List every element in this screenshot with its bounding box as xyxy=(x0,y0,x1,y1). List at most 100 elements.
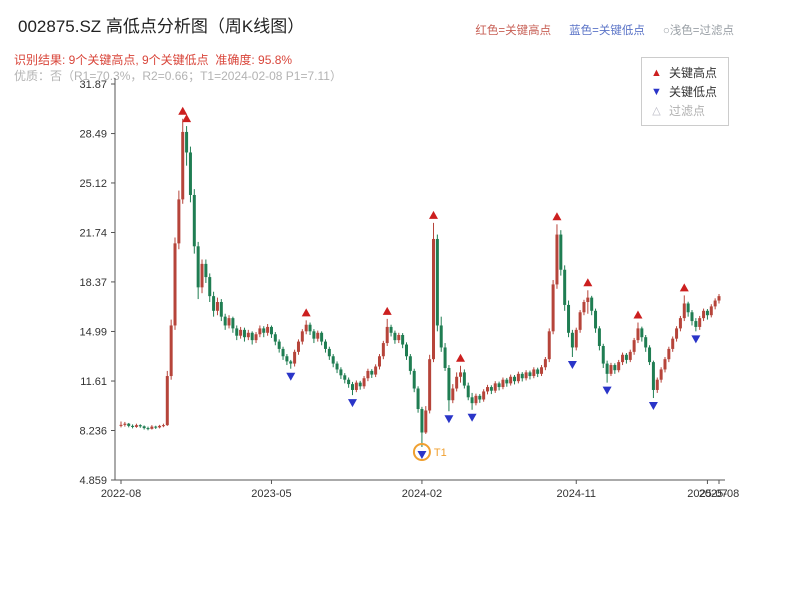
candle-body xyxy=(343,375,347,380)
candle-body xyxy=(404,344,408,357)
candle-body xyxy=(559,234,563,270)
candle-body xyxy=(570,332,574,348)
candle-body xyxy=(632,340,636,352)
candle-body xyxy=(432,238,436,360)
candle-body xyxy=(370,370,374,375)
legend-item-label: 关键低点 xyxy=(669,85,718,99)
candle-body xyxy=(239,329,243,336)
candle-body xyxy=(320,332,324,342)
candle-body xyxy=(497,383,501,388)
candle-body xyxy=(655,379,659,390)
candle-body xyxy=(242,329,246,338)
candle-body xyxy=(594,310,598,329)
candle-body xyxy=(150,426,154,429)
candle-body xyxy=(648,347,652,363)
y-tick-label: 25.12 xyxy=(79,178,107,190)
candle-body xyxy=(401,334,405,345)
candle-body xyxy=(169,325,173,377)
candle-body xyxy=(671,338,675,349)
candle-body xyxy=(212,296,216,311)
candle-body xyxy=(281,348,285,357)
candle-body xyxy=(621,354,625,363)
candle-body xyxy=(196,246,200,288)
candle-body xyxy=(362,378,366,387)
x-tick-label: 2025-08 xyxy=(699,488,739,500)
candle-body xyxy=(331,356,335,364)
candle-body xyxy=(158,425,162,428)
key-high-marker xyxy=(301,308,311,317)
candle-body xyxy=(335,363,339,370)
candle-body xyxy=(138,425,142,427)
candle-body xyxy=(501,379,505,388)
candle-body xyxy=(686,303,690,313)
candle-body xyxy=(123,423,127,425)
candle-body xyxy=(678,318,682,329)
candle-body xyxy=(628,351,632,360)
candle-body xyxy=(223,316,227,326)
candle-body xyxy=(304,324,308,332)
candle-body xyxy=(381,343,385,357)
candle-body xyxy=(709,306,713,316)
candle-body xyxy=(208,277,212,297)
candle-body xyxy=(617,362,621,371)
candle-body xyxy=(393,332,397,341)
key-high-triangle-icon: ▲ xyxy=(651,66,662,79)
key-high-marker xyxy=(633,310,643,319)
candle-body xyxy=(574,329,578,348)
x-tick-label: 2022-08 xyxy=(101,488,141,500)
y-tick-label: 14.99 xyxy=(79,326,107,338)
y-tick-label: 18.37 xyxy=(79,277,107,289)
candle-body xyxy=(339,369,343,376)
candle-body xyxy=(204,263,208,278)
candle-body xyxy=(478,395,482,400)
candle-body xyxy=(296,341,300,352)
candle-body xyxy=(547,331,551,360)
legend-item-label: 关键高点 xyxy=(669,66,718,80)
candle-body xyxy=(470,397,474,404)
candle-body xyxy=(269,326,273,335)
candle-body xyxy=(134,425,138,427)
candle-body xyxy=(250,332,254,341)
candle-body xyxy=(235,328,239,336)
key-high-marker xyxy=(552,212,562,221)
candle-body xyxy=(474,395,478,404)
candle-body xyxy=(219,302,223,317)
candle-body xyxy=(624,354,628,360)
candle-body xyxy=(258,328,262,335)
candle-body xyxy=(520,373,524,379)
key-high-marker xyxy=(178,106,188,115)
candle-body xyxy=(513,376,517,382)
y-tick-label: 11.61 xyxy=(80,376,107,388)
candle-body xyxy=(516,373,520,382)
candle-body xyxy=(231,318,235,329)
candle-body xyxy=(609,365,613,374)
candle-body xyxy=(312,331,316,339)
candle-body xyxy=(161,425,165,427)
candle-body xyxy=(636,328,640,341)
legend-item-label: 过滤点 xyxy=(669,104,706,118)
candle-body xyxy=(181,131,185,200)
page-title: 002875.SZ 高低点分析图（周K线图） xyxy=(18,17,305,36)
candle-body xyxy=(428,359,432,411)
candle-body xyxy=(455,376,459,389)
key-high-marker xyxy=(182,114,192,123)
candle-body xyxy=(698,318,702,327)
candle-body xyxy=(532,369,536,377)
candle-body xyxy=(439,325,443,348)
candle-body xyxy=(713,300,717,307)
candle-body xyxy=(424,410,428,433)
candle-body xyxy=(447,367,451,401)
candle-body xyxy=(466,385,470,398)
key-low-marker xyxy=(567,360,577,369)
candle-body xyxy=(273,334,277,342)
top-legend-key-high-label: 红色=关键高点 xyxy=(475,25,552,37)
key-low-triangle-icon: ▼ xyxy=(651,85,662,98)
candle-body xyxy=(412,370,416,389)
key-high-marker xyxy=(679,283,689,292)
candle-body xyxy=(451,388,455,401)
candle-body xyxy=(300,331,304,342)
quality-note: 优质：否（R1=70.3%，R2=0.66；T1=2024-02-08 P1=7… xyxy=(14,69,342,83)
candle-body xyxy=(420,409,424,433)
t1-label: T1 xyxy=(434,447,447,459)
chart-legend-box: ▲ 关键高点 ▼ 关键低点 △ 过滤点 xyxy=(641,57,729,126)
